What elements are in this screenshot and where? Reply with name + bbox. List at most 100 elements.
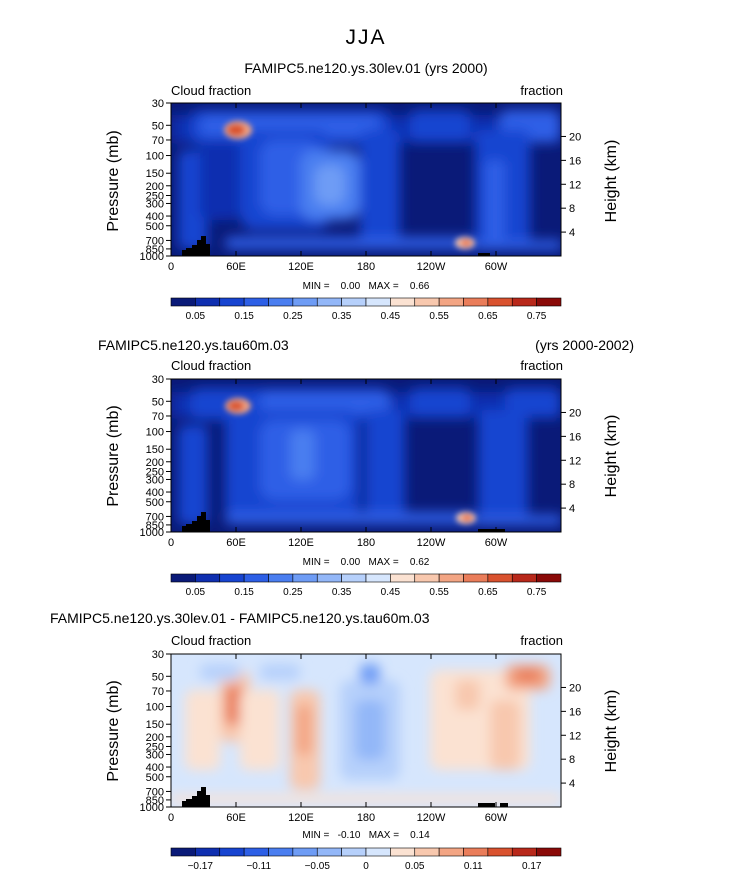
y-tick-label: 150 (146, 168, 164, 180)
y-tick-label: 1000 (140, 802, 164, 814)
colorbar-label: 0.11 (464, 861, 483, 872)
colorbar-swatch (487, 297, 513, 307)
colorbar-swatch (170, 573, 196, 583)
x-tick-label: 180 (357, 261, 375, 273)
panel-2-ylabel-right: Height (km) (603, 415, 620, 498)
colorbar-swatch (365, 847, 391, 857)
y-tick-label: 400 (146, 487, 164, 499)
y-tick-label: 150 (146, 444, 164, 456)
y-tick-label: 1000 (140, 251, 164, 263)
x-tick-label: 60W (485, 261, 508, 273)
y-tick-label: 850 (146, 795, 164, 807)
y-right-tick-label: 16 (569, 431, 581, 443)
panel-2-axes: 0 60E 120E 180 120W 60W1000850700500400300250… (140, 374, 582, 549)
y-tick-label: 30 (152, 374, 164, 386)
y-right-tick-label: 16 (569, 155, 581, 167)
y-right-tick-label: 12 (569, 179, 581, 191)
y-tick-label: 30 (152, 98, 164, 110)
colorbar-swatch (195, 297, 221, 307)
y-tick-label: 300 (146, 749, 164, 761)
y-tick-label: 700 (146, 511, 164, 523)
colorbar-swatch (316, 847, 342, 857)
y-tick-label: 250 (146, 467, 164, 479)
panel-1-axes: 0 60E 120E 180 120W 60W1000850700500400300250… (140, 98, 582, 273)
figure-title: JJA (345, 26, 386, 49)
y-tick-label: 250 (146, 191, 164, 203)
y-right-tick-label: 20 (569, 407, 581, 419)
y-tick-label: 500 (146, 497, 164, 509)
colorbar-label: 0.65 (478, 311, 498, 322)
colorbar-swatch (170, 847, 196, 857)
y-tick-label: 850 (146, 244, 164, 256)
colorbar-swatch (341, 573, 367, 583)
colorbar-swatch (195, 573, 221, 583)
colorbar-swatch (390, 847, 416, 857)
y-right-tick-label: 8 (569, 479, 575, 491)
x-tick-label: 60E (226, 261, 246, 273)
panel-3-ylabel-right: Height (km) (603, 690, 620, 773)
colorbar-label: 0 (363, 861, 369, 872)
y-tick-label: 50 (152, 120, 164, 132)
panel-2-colorbar: 0.05 0.15 0.25 0.35 0.45 0.55 0.65 0.75 (170, 573, 562, 598)
y-tick-label: 500 (146, 221, 164, 233)
x-tick-label: 120E (288, 812, 314, 824)
panel-2-title: FAMIPC5.ne120.ys.tau60m.03 (98, 337, 289, 353)
y-right-tick-label: 4 (569, 503, 575, 515)
y-right-tick-label: 16 (569, 706, 581, 718)
panel-3-stats: MIN = -0.10 MAX = 0.14 (302, 830, 430, 841)
colorbar-label: −0.11 (246, 861, 271, 872)
colorbar-label: 0.05 (186, 311, 206, 322)
colorbar-swatch (219, 297, 245, 307)
y-tick-label: 100 (146, 702, 164, 714)
colorbar-label: 0.65 (478, 587, 498, 598)
colorbar-swatch (511, 847, 537, 857)
y-tick-label: 700 (146, 786, 164, 798)
colorbar-swatch (268, 573, 294, 583)
x-tick-label: 120E (288, 261, 314, 273)
y-tick-label: 70 (152, 135, 164, 147)
colorbar-swatch (316, 573, 342, 583)
colorbar-swatch (243, 297, 269, 307)
colorbar-swatch (219, 847, 245, 857)
panel-3: FAMIPC5.ne120.ys.30lev.01 - FAMIPC5.ne12… (50, 610, 620, 872)
colorbar-swatch (268, 847, 294, 857)
panel-3-label-right: fraction (520, 633, 563, 648)
y-right-tick-label: 8 (569, 754, 575, 766)
x-tick-label: 120W (417, 261, 446, 273)
panel-3-label-left: Cloud fraction (171, 633, 251, 648)
colorbar-swatch (219, 573, 245, 583)
panel-3-plot (171, 654, 561, 807)
colorbar-label: 0.05 (405, 861, 425, 872)
panel-2-stats: MIN = 0.00 MAX = 0.62 (303, 557, 430, 568)
panel-3-axes: 0 60E 120E 180 120W 60W1000850700500400300250… (140, 649, 582, 824)
x-tick-label: 60E (226, 812, 246, 824)
panel-2: FAMIPC5.ne120.ys.tau60m.03 (yrs 2000-200… (98, 337, 634, 598)
colorbar-swatch (170, 297, 196, 307)
colorbar-label: 0.05 (186, 587, 206, 598)
y-tick-label: 400 (146, 762, 164, 774)
colorbar-swatch (414, 573, 440, 583)
x-tick-label: 0 (168, 812, 174, 824)
y-tick-label: 30 (152, 649, 164, 661)
y-right-tick-label: 4 (569, 778, 575, 790)
y-right-tick-label: 20 (569, 131, 581, 143)
x-tick-label: 120W (417, 537, 446, 549)
x-tick-label: 0 (168, 261, 174, 273)
colorbar-label: 0.45 (381, 587, 401, 598)
x-tick-label: 180 (357, 812, 375, 824)
y-tick-label: 200 (146, 457, 164, 469)
colorbar-label: 0.55 (429, 587, 449, 598)
y-tick-label: 300 (146, 474, 164, 486)
panel-2-label-right: fraction (520, 358, 563, 373)
colorbar-swatch (292, 297, 318, 307)
panel-2-ylabel: Pressure (mb) (105, 405, 122, 506)
x-tick-label: 180 (357, 537, 375, 549)
y-tick-label: 100 (146, 151, 164, 163)
colorbar-swatch (365, 297, 391, 307)
panel-1-label-left: Cloud fraction (171, 83, 251, 98)
panel-1-plot (171, 103, 561, 256)
x-tick-label: 60E (226, 537, 246, 549)
colorbar-label: −0.05 (305, 861, 331, 872)
y-right-tick-label: 8 (569, 203, 575, 215)
